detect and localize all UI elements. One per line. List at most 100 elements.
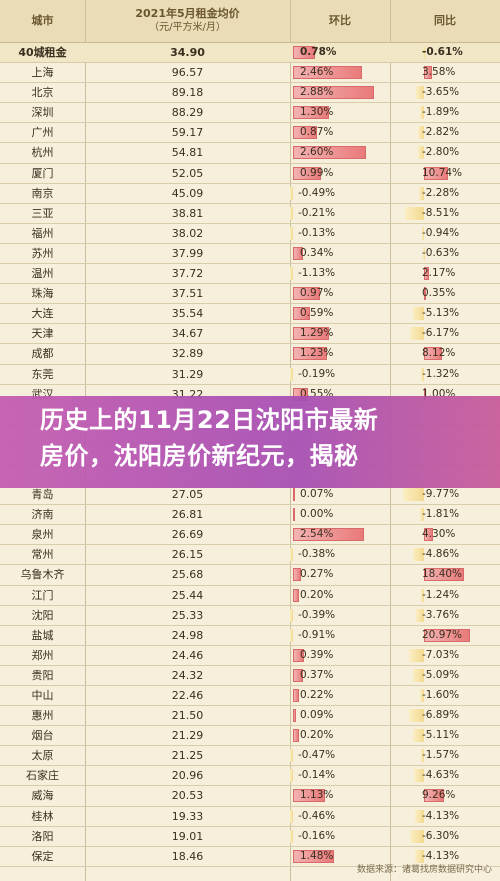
table-row: 盐城 24.98 -0.91% 20.97% xyxy=(0,626,500,646)
mom-bar xyxy=(290,769,293,783)
yoy-bar xyxy=(405,206,424,220)
cell-yoy: -1.81% xyxy=(390,505,500,524)
cell-yoy: 0.35% xyxy=(390,284,500,303)
mom-bar xyxy=(293,166,321,180)
cell-mom: -0.49% xyxy=(290,184,390,203)
cell-yoy: -5.11% xyxy=(390,726,500,745)
yoy-value: 3.58% xyxy=(422,66,456,79)
cell-yoy: 18.40% xyxy=(390,565,500,584)
mom-bar xyxy=(293,86,374,100)
mom-value: -0.13% xyxy=(298,226,336,239)
yoy-value: 10.74% xyxy=(422,166,463,179)
yoy-value: 4.30% xyxy=(422,528,456,541)
mom-value: 1.30% xyxy=(300,106,334,119)
yoy-bar xyxy=(412,307,424,321)
mom-value: -1.13% xyxy=(298,267,336,280)
table-row: 大连 35.54 0.59% -5.13% xyxy=(0,304,500,325)
mom-value: 1.23% xyxy=(300,347,334,360)
mom-value: -0.46% xyxy=(298,809,336,822)
yoy-value: -0.94% xyxy=(422,226,460,239)
cell-mom: 0.39% xyxy=(290,646,390,665)
cell-rent: 59.17 xyxy=(171,126,204,140)
cell-yoy: 2.17% xyxy=(390,264,500,283)
header-city: 城市 xyxy=(31,14,54,27)
cell-yoy: -1.89% xyxy=(390,103,500,122)
yoy-bar xyxy=(424,166,448,180)
mom-value: 0.78% xyxy=(300,46,337,58)
yoy-value: -0.63% xyxy=(422,246,460,259)
yoy-value: -1.60% xyxy=(422,689,460,701)
yoy-value: -2.82% xyxy=(422,126,460,139)
cell-mom: 0.99% xyxy=(290,164,390,183)
yoy-value: 9.26% xyxy=(422,789,456,802)
table-row: 保定 18.46 1.48% -4.13% xyxy=(0,847,500,867)
mom-value: 0.20% xyxy=(300,588,334,601)
yoy-value: -6.89% xyxy=(422,709,460,722)
cell-city: 厦门 xyxy=(31,166,54,180)
yoy-value: -1.32% xyxy=(422,367,460,380)
mom-bar xyxy=(290,206,293,220)
cell-yoy: 10.74% xyxy=(390,164,500,183)
cell-mom: -0.21% xyxy=(290,204,390,223)
table-body: 40城租金 34.90 0.78% -0.61% 上海 96.57 2.46% 3.58% 北京… xyxy=(0,43,500,867)
cell-mom: -0.14% xyxy=(290,766,390,785)
mom-value: -0.19% xyxy=(298,367,336,380)
yoy-value: -5.11% xyxy=(422,729,460,742)
mom-value: 0.37% xyxy=(300,668,334,681)
table-row: 桂林 19.33 -0.46% -4.13% xyxy=(0,807,500,827)
cell-yoy: -1.60% xyxy=(390,686,500,705)
yoy-value: -5.13% xyxy=(422,307,460,320)
yoy-bar xyxy=(424,789,445,803)
yoy-bar xyxy=(418,186,424,200)
yoy-bar xyxy=(410,327,424,341)
cell-city: 苏州 xyxy=(31,246,54,260)
cell-city: 三亚 xyxy=(31,206,54,220)
cell-rent: 96.57 xyxy=(171,66,204,80)
mom-bar xyxy=(293,508,295,522)
mom-value: 2.46% xyxy=(300,66,334,79)
cell-yoy: -6.17% xyxy=(390,324,500,343)
yoy-bar xyxy=(410,829,424,843)
table-row: 温州 37.72 -1.13% 2.17% xyxy=(0,264,500,285)
mom-bar xyxy=(293,729,299,743)
mom-bar xyxy=(290,749,293,763)
table-row: 常州 26.15 -0.38% -4.86% xyxy=(0,545,500,566)
mom-bar xyxy=(293,46,315,59)
yoy-value: -9.77% xyxy=(422,488,460,501)
yoy-bar xyxy=(420,508,424,522)
mom-value: 2.88% xyxy=(300,86,334,99)
cell-rent: 24.32 xyxy=(171,668,204,682)
cell-city: 太原 xyxy=(31,749,54,763)
header-rent-unit: （元/平方米/月） xyxy=(149,22,226,33)
cell-rent: 45.09 xyxy=(171,186,204,200)
yoy-value: -4.13% xyxy=(422,849,460,862)
yoy-value: -8.51% xyxy=(422,206,460,219)
header-yoy: 同比 xyxy=(434,14,456,27)
table-row: 乌鲁木齐 25.68 0.27% 18.40% xyxy=(0,565,500,586)
cell-rent: 32.89 xyxy=(171,347,204,361)
cell-city: 深圳 xyxy=(31,106,54,120)
cell-city: 珠海 xyxy=(31,287,54,301)
yoy-value: -1.81% xyxy=(422,508,460,521)
yoy-bar xyxy=(417,126,424,140)
cell-rent: 21.29 xyxy=(171,729,204,743)
cell-yoy: -4.86% xyxy=(390,545,500,564)
mom-value: 0.27% xyxy=(300,568,334,581)
cell-rent: 21.50 xyxy=(171,709,204,723)
mom-value: 0.20% xyxy=(300,729,334,742)
cell-rent: 37.72 xyxy=(171,267,204,281)
table-row: 北京 89.18 2.88% -3.65% xyxy=(0,83,500,104)
yoy-value: -4.13% xyxy=(422,809,460,822)
mom-bar xyxy=(293,287,321,301)
headline-text: 历史上的11月22日沈阳市最新 房价，沈阳房价新纪元，揭秘 xyxy=(40,402,480,474)
yoy-value: 0.35% xyxy=(422,287,456,300)
yoy-value: -3.76% xyxy=(422,608,460,621)
table-header: 城市 2021年5月租金均价 （元/平方米/月） 环比 同比 xyxy=(0,0,500,43)
header-rent: 2021年5月租金均价 （元/平方米/月） xyxy=(85,0,290,42)
yoy-bar xyxy=(421,588,424,602)
mom-value: 0.09% xyxy=(300,709,334,722)
cell-rent: 38.02 xyxy=(171,226,204,240)
cell-rent: 26.15 xyxy=(171,548,204,562)
cell-yoy: -1.24% xyxy=(390,586,500,605)
mom-value: -0.39% xyxy=(298,608,336,621)
